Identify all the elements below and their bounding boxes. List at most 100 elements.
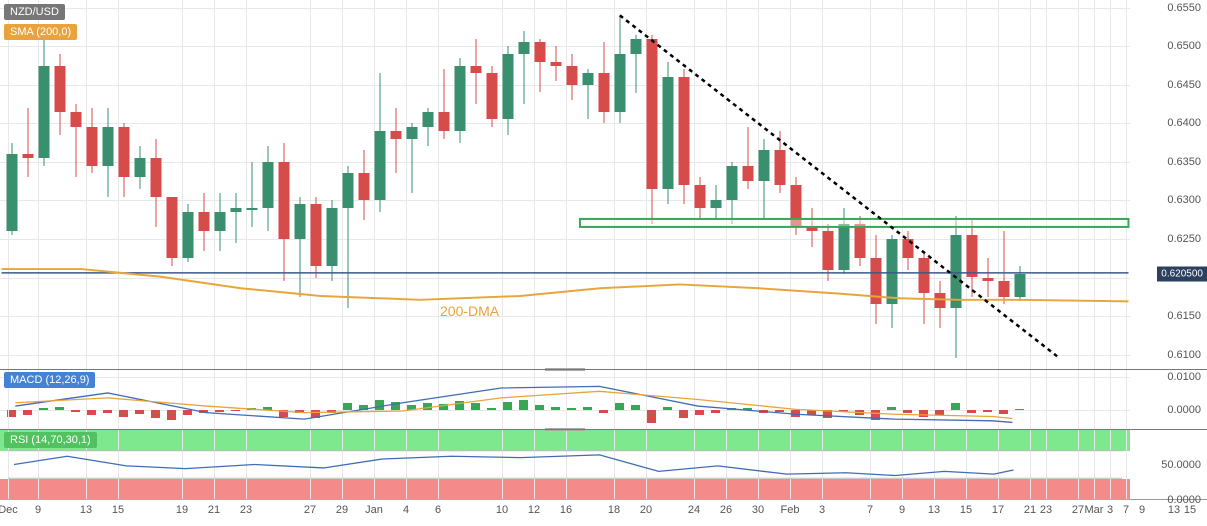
candlestick[interactable]: [54, 0, 65, 370]
y-tick-label: 0.0000: [1167, 404, 1201, 416]
x-tick-label: 6: [435, 504, 441, 516]
candlestick[interactable]: [662, 0, 673, 370]
candlestick[interactable]: [822, 0, 833, 370]
candlestick[interactable]: [870, 0, 881, 370]
x-tick-label: 24: [688, 504, 700, 516]
macd-histogram-bar: [471, 403, 480, 410]
macd-histogram-bar: [279, 410, 288, 417]
candlestick[interactable]: [166, 0, 177, 370]
candlestick[interactable]: [6, 0, 17, 370]
x-tick-label: 15: [960, 504, 972, 516]
candlestick[interactable]: [790, 0, 801, 370]
x-tick-label: Mar: [1085, 504, 1104, 516]
candlestick[interactable]: [278, 0, 289, 370]
candlestick[interactable]: [918, 0, 929, 370]
candlestick[interactable]: [806, 0, 817, 370]
candlestick[interactable]: [614, 0, 625, 370]
candlestick[interactable]: [630, 0, 641, 370]
candlestick[interactable]: [758, 0, 769, 370]
rsi-overbought-band: [0, 430, 1130, 451]
candlestick[interactable]: [262, 0, 273, 370]
candlestick[interactable]: [134, 0, 145, 370]
candlestick[interactable]: [38, 0, 49, 370]
candlestick[interactable]: [646, 0, 657, 370]
candlestick[interactable]: [742, 0, 753, 370]
candlestick[interactable]: [598, 0, 609, 370]
candlestick[interactable]: [22, 0, 33, 370]
candlestick[interactable]: [550, 0, 561, 370]
rsi-panel[interactable]: RSI (14,70,30,1): [0, 430, 1130, 500]
macd-histogram-bar: [631, 405, 640, 410]
candlestick[interactable]: [502, 0, 513, 370]
panel-resize-handle[interactable]: [545, 428, 585, 431]
candlestick[interactable]: [294, 0, 305, 370]
candlestick[interactable]: [838, 0, 849, 370]
candlestick[interactable]: [966, 0, 977, 370]
candlestick[interactable]: [230, 0, 241, 370]
candlestick[interactable]: [182, 0, 193, 370]
candlestick[interactable]: [310, 0, 321, 370]
x-tick-label: 7: [867, 504, 873, 516]
candlestick[interactable]: [982, 0, 993, 370]
macd-histogram-bar: [215, 410, 224, 412]
candlestick[interactable]: [326, 0, 337, 370]
candlestick[interactable]: [518, 0, 529, 370]
candlestick[interactable]: [886, 0, 897, 370]
candlestick[interactable]: [774, 0, 785, 370]
macd-histogram-bar: [263, 407, 272, 410]
candlestick[interactable]: [678, 0, 689, 370]
macd-histogram-bar: [999, 410, 1008, 414]
candlestick[interactable]: [390, 0, 401, 370]
candlestick[interactable]: [358, 0, 369, 370]
y-tick-label: 0.6450: [1167, 79, 1201, 91]
candlestick[interactable]: [934, 0, 945, 370]
candlestick[interactable]: [422, 0, 433, 370]
candlestick[interactable]: [342, 0, 353, 370]
x-tick-label: 23: [1040, 504, 1052, 516]
macd-panel[interactable]: MACD (12,26,9): [0, 370, 1130, 430]
candlestick[interactable]: [246, 0, 257, 370]
candlestick[interactable]: [902, 0, 913, 370]
macd-badge[interactable]: MACD (12,26,9): [4, 372, 95, 388]
macd-histogram-bar: [119, 410, 128, 417]
macd-histogram-bar: [615, 403, 624, 410]
x-tick-label: 3: [1107, 504, 1113, 516]
candlestick[interactable]: [374, 0, 385, 370]
candlestick[interactable]: [582, 0, 593, 370]
sma-badge[interactable]: SMA (200,0): [4, 24, 77, 40]
candlestick[interactable]: [534, 0, 545, 370]
candlestick[interactable]: [1014, 0, 1025, 370]
candlestick[interactable]: [70, 0, 81, 370]
symbol-badge[interactable]: NZD/USD: [4, 4, 65, 20]
macd-histogram-bar: [135, 410, 144, 414]
candlestick[interactable]: [214, 0, 225, 370]
y-tick-label: 0.6150: [1167, 310, 1201, 322]
candlestick[interactable]: [710, 0, 721, 370]
x-tick-label: 27: [304, 504, 316, 516]
candlestick[interactable]: [950, 0, 961, 370]
macd-overlay: [0, 370, 1130, 429]
candlestick[interactable]: [854, 0, 865, 370]
x-tick-label: 21: [1024, 504, 1036, 516]
candlestick[interactable]: [406, 0, 417, 370]
macd-histogram-bar: [455, 401, 464, 410]
y-tick-label: 0.6350: [1167, 156, 1201, 168]
panel-resize-handle[interactable]: [545, 368, 585, 371]
candlestick[interactable]: [150, 0, 161, 370]
rsi-badge[interactable]: RSI (14,70,30,1): [4, 432, 97, 448]
x-tick-label: 10: [496, 504, 508, 516]
rsi-y-axis: 50.00000.0000: [1130, 430, 1207, 500]
macd-histogram-bar: [711, 410, 720, 413]
candlestick[interactable]: [102, 0, 113, 370]
x-tick-label: Feb: [781, 504, 800, 516]
candlestick[interactable]: [198, 0, 209, 370]
candlestick[interactable]: [694, 0, 705, 370]
macd-histogram-bar: [839, 410, 848, 412]
candlestick[interactable]: [998, 0, 1009, 370]
candlestick[interactable]: [86, 0, 97, 370]
main-price-chart[interactable]: NZD/USD SMA (200,0) 200-DMA: [0, 0, 1130, 370]
candlestick[interactable]: [566, 0, 577, 370]
x-tick-label: 18: [608, 504, 620, 516]
candlestick[interactable]: [726, 0, 737, 370]
candlestick[interactable]: [118, 0, 129, 370]
